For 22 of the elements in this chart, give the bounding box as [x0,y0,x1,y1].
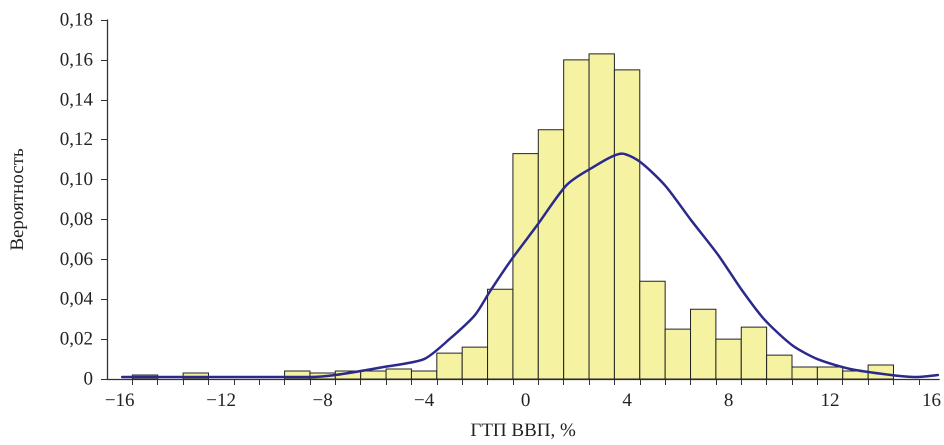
x-axis-title: ГТП ВВП, % [470,420,576,441]
x-tick-label: −12 [206,390,236,411]
x-tick-label: 8 [724,390,734,411]
y-tick-label: 0,06 [60,248,93,270]
line-series [120,152,940,378]
y-tick-label: 0 [84,368,93,390]
x-tick-label: 4 [622,390,632,411]
x-tick-label: −16 [104,390,135,411]
y-tick-label: 0,18 [60,10,93,30]
x-tick-label: −4 [414,390,435,411]
x-tick-label: 0 [520,390,530,411]
x-tick-label: 12 [820,390,840,411]
y-tick-label: 0,14 [60,89,94,110]
y-tick-label: 0,08 [60,208,93,230]
y-tick-label: 0,16 [60,49,93,70]
x-tick-label: −8 [312,390,333,411]
y-tick-label: 0,04 [60,288,94,310]
y-tick-label: 0,10 [60,169,93,190]
y-axis-title: Вероятность [7,148,28,251]
y-tick-label: 0,02 [60,328,93,350]
x-tick-label: 16 [922,390,942,411]
y-tick-label: 0,12 [60,129,93,150]
